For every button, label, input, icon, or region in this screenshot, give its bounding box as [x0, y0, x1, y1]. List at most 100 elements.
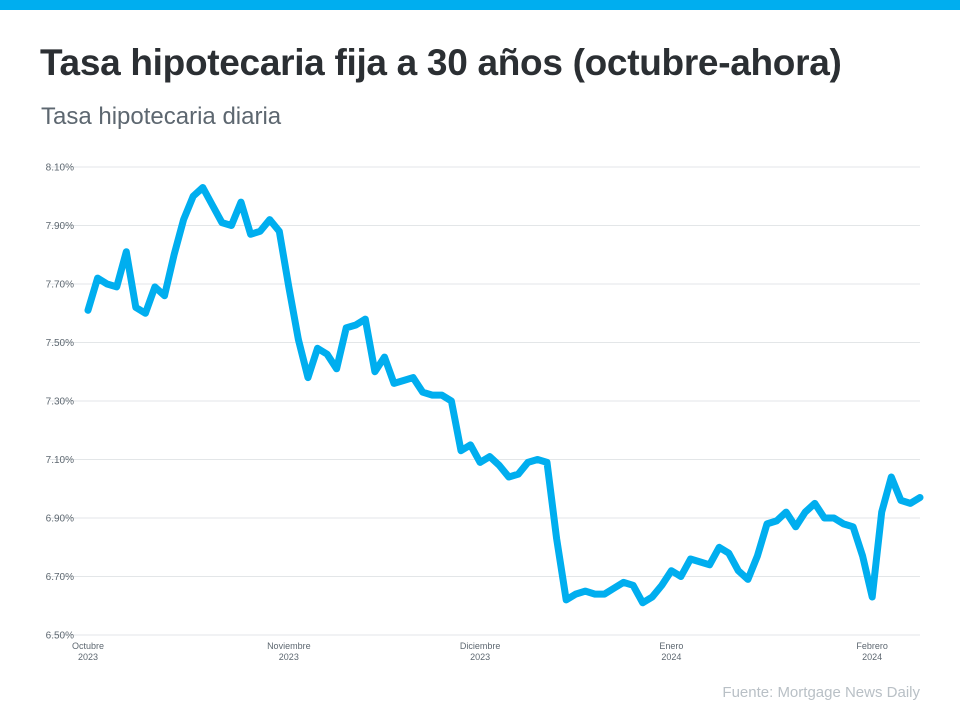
- y-tick-label: 6.90%: [46, 514, 74, 525]
- data-point: [295, 337, 301, 343]
- data-point: [745, 576, 751, 582]
- data-point: [248, 231, 254, 237]
- data-point: [554, 535, 560, 541]
- data-point: [879, 509, 885, 515]
- y-tick-label: 7.30%: [46, 397, 74, 408]
- data-point: [276, 228, 282, 234]
- data-point: [563, 597, 569, 603]
- y-tick-label: 6.70%: [46, 572, 74, 583]
- data-point: [458, 448, 464, 454]
- y-tick-label: 6.50%: [46, 631, 74, 642]
- y-tick-label: 7.50%: [46, 338, 74, 349]
- data-point: [381, 354, 387, 360]
- chart-subtitle: Tasa hipotecaria diaria: [41, 103, 282, 130]
- data-point: [343, 325, 349, 331]
- x-tick-month: Noviembre: [267, 641, 311, 651]
- data-point: [821, 515, 827, 521]
- x-tick-month: Octubre: [72, 641, 104, 651]
- x-tick-year: 2023: [279, 652, 299, 662]
- data-point: [477, 459, 483, 465]
- data-point: [783, 509, 789, 515]
- data-point: [573, 591, 579, 597]
- data-point: [123, 249, 129, 255]
- data-point: [286, 284, 292, 290]
- data-point: [496, 462, 502, 468]
- data-point: [840, 521, 846, 527]
- data-point: [621, 579, 627, 585]
- x-tick-year: 2023: [470, 652, 490, 662]
- data-point: [774, 518, 780, 524]
- data-point: [162, 293, 168, 299]
- data-point: [601, 591, 607, 597]
- x-tick-year: 2024: [661, 652, 681, 662]
- data-point: [640, 600, 646, 606]
- data-point: [401, 378, 407, 384]
- data-point: [114, 284, 120, 290]
- data-point: [228, 223, 234, 229]
- x-tick-month: Diciembre: [460, 641, 501, 651]
- y-tick-label: 7.10%: [46, 455, 74, 466]
- data-point: [907, 500, 913, 506]
- x-tick-month: Enero: [659, 641, 683, 651]
- data-point: [898, 497, 904, 503]
- data-point: [420, 389, 426, 395]
- data-point: [267, 217, 273, 223]
- data-point: [190, 193, 196, 199]
- data-point: [391, 380, 397, 386]
- data-point: [362, 316, 368, 322]
- data-point: [534, 457, 540, 463]
- y-tick-label: 8.10%: [46, 163, 74, 174]
- data-point: [754, 553, 760, 559]
- data-point: [707, 562, 713, 568]
- data-point: [687, 556, 693, 562]
- chart-title: Tasa hipotecaria fija a 30 años (octubre…: [40, 42, 842, 83]
- y-tick-label: 7.90%: [46, 221, 74, 232]
- data-point: [678, 574, 684, 580]
- data-point: [133, 304, 139, 310]
- y-tick-label: 7.70%: [46, 280, 74, 291]
- data-point: [209, 202, 215, 208]
- data-point: [85, 307, 91, 313]
- data-point: [697, 559, 703, 565]
- data-point: [515, 471, 521, 477]
- data-point: [869, 594, 875, 600]
- data-point: [353, 322, 359, 328]
- data-point: [917, 495, 923, 501]
- data-point: [95, 275, 101, 281]
- data-point: [334, 366, 340, 372]
- data-point: [372, 369, 378, 375]
- data-point: [448, 398, 454, 404]
- data-point: [630, 582, 636, 588]
- data-point: [439, 392, 445, 398]
- data-point: [793, 524, 799, 530]
- data-point: [582, 588, 588, 594]
- data-point: [649, 594, 655, 600]
- data-point: [171, 252, 177, 258]
- series-layer: [84, 184, 924, 607]
- data-point: [668, 568, 674, 574]
- x-tick-year: 2024: [862, 652, 882, 662]
- data-point: [888, 474, 894, 480]
- data-point: [104, 281, 110, 287]
- data-point: [802, 509, 808, 515]
- data-point: [850, 524, 856, 530]
- data-point: [611, 585, 617, 591]
- x-axis-tick-labels: Octubre2023Noviembre2023Diciembre2023Ene…: [72, 641, 888, 662]
- data-point: [764, 521, 770, 527]
- data-point: [305, 375, 311, 381]
- data-point: [257, 228, 263, 234]
- data-point: [860, 553, 866, 559]
- data-point: [315, 345, 321, 351]
- data-point: [716, 544, 722, 550]
- data-point: [324, 351, 330, 357]
- data-point: [429, 392, 435, 398]
- source-note: Fuente: Mortgage News Daily: [722, 684, 920, 701]
- x-tick-month: Febrero: [856, 641, 888, 651]
- x-tick-year: 2023: [78, 652, 98, 662]
- series-line-mortgage-rate: [84, 184, 924, 607]
